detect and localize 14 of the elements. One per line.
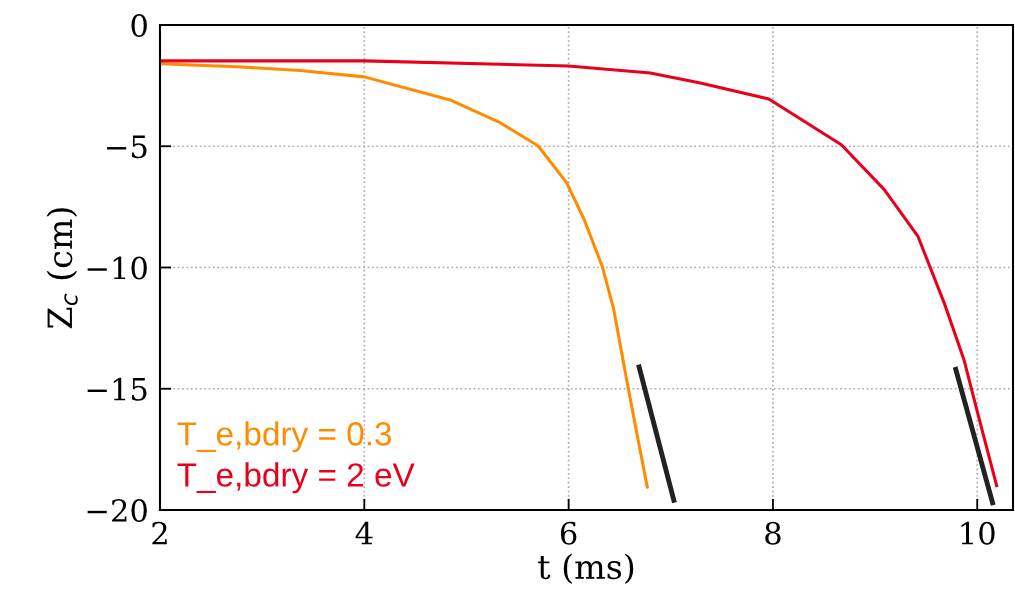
x-tick-label: 8 — [765, 521, 781, 545]
y-tick-label: −10 — [87, 256, 147, 280]
y-tick-label: −5 — [107, 135, 147, 159]
y-tick-label: −15 — [87, 377, 147, 401]
x-tick-label: 4 — [355, 521, 373, 545]
x-tick-label: 2 — [152, 521, 167, 545]
x-axis-title: t (ms) — [538, 553, 634, 584]
text: T_e,bdry = 0.3 — [177, 421, 392, 453]
y-tick-label: −20 — [87, 498, 147, 523]
x-tick-label: 10 — [961, 521, 995, 545]
y-axis-title: Z$_{c}$ (cm) — [46, 208, 78, 329]
text: T_e,bdry = 2 eV — [177, 462, 415, 494]
y-tick-label: 0 — [131, 13, 147, 38]
x-tick-label: 6 — [560, 521, 577, 545]
